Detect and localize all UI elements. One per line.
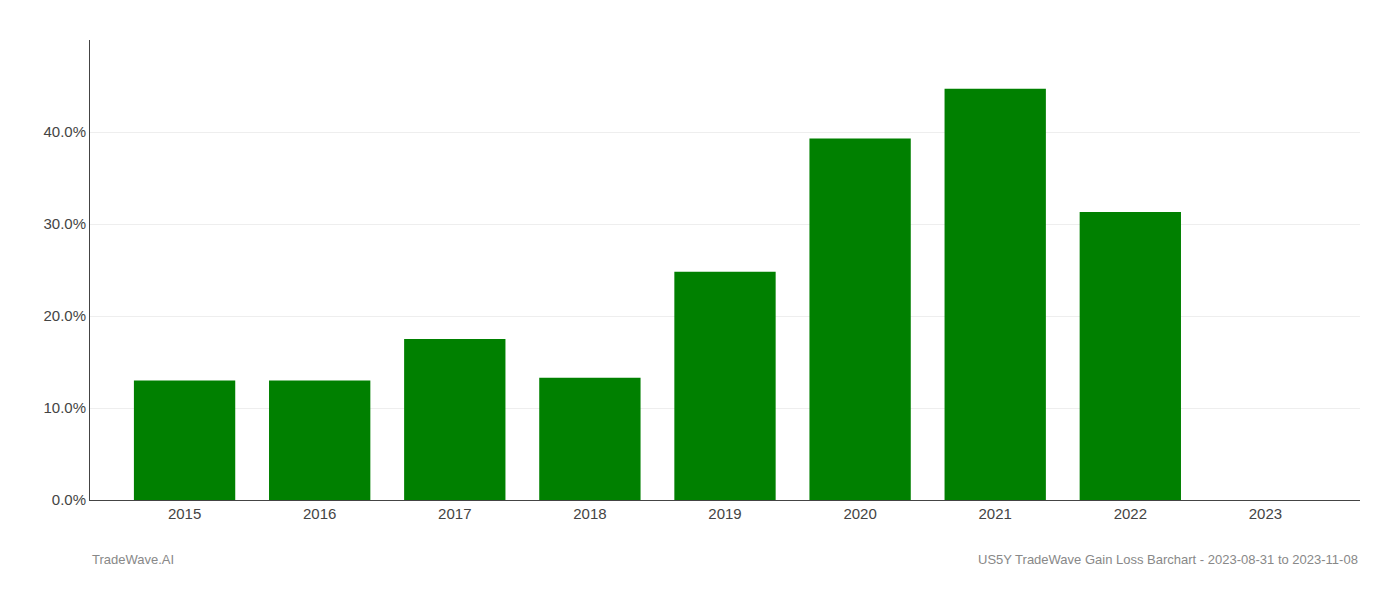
svg-text:40.0%: 40.0% <box>43 123 86 140</box>
svg-text:2020: 2020 <box>843 505 876 522</box>
svg-text:2021: 2021 <box>979 505 1012 522</box>
svg-text:30.0%: 30.0% <box>43 215 86 232</box>
svg-text:TradeWave.AI: TradeWave.AI <box>92 552 174 567</box>
svg-text:2019: 2019 <box>708 505 741 522</box>
svg-text:20.0%: 20.0% <box>43 307 86 324</box>
svg-text:2016: 2016 <box>303 505 336 522</box>
svg-text:US5Y TradeWave Gain Loss Barch: US5Y TradeWave Gain Loss Barchart - 2023… <box>978 552 1358 567</box>
svg-text:2015: 2015 <box>168 505 201 522</box>
svg-text:2023: 2023 <box>1249 505 1282 522</box>
svg-text:0.0%: 0.0% <box>52 491 86 508</box>
svg-text:2018: 2018 <box>573 505 606 522</box>
svg-text:10.0%: 10.0% <box>43 399 86 416</box>
svg-text:2017: 2017 <box>438 505 471 522</box>
svg-text:2022: 2022 <box>1114 505 1147 522</box>
